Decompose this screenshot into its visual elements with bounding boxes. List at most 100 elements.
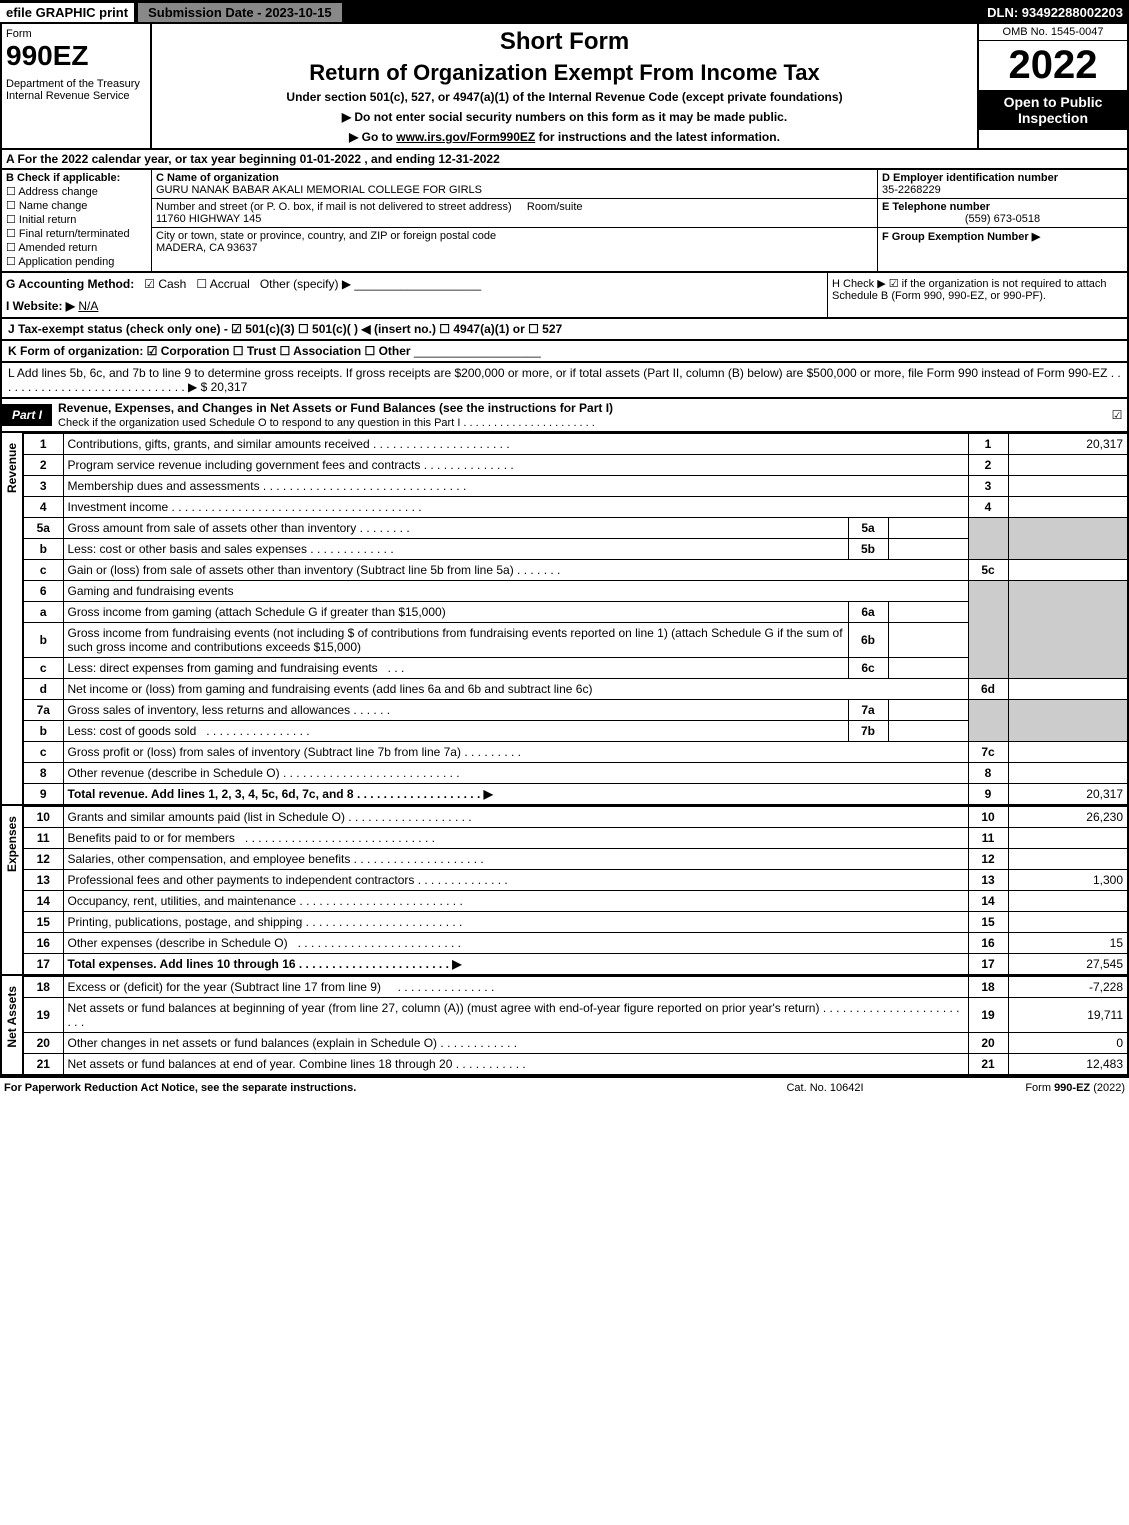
line-21-desc: Net assets or fund balances at end of ye… xyxy=(68,1057,453,1071)
line-5b-desc: Less: cost or other basis and sales expe… xyxy=(68,542,307,556)
line-14-num: 14 xyxy=(23,891,63,912)
part-1-header: Part I Revenue, Expenses, and Changes in… xyxy=(0,399,1129,433)
expenses-table: 10Grants and similar amounts paid (list … xyxy=(22,806,1129,976)
line-12-col: 12 xyxy=(968,849,1008,870)
line-9-num: 9 xyxy=(23,784,63,806)
header-left: Form 990EZ Department of the Treasury In… xyxy=(2,24,152,148)
g-cash[interactable]: Cash xyxy=(144,277,186,291)
net-assets-table: 18Excess or (deficit) for the year (Subt… xyxy=(22,976,1129,1076)
line-15-num: 15 xyxy=(23,912,63,933)
subtitle-2: ▶ Do not enter social security numbers o… xyxy=(160,110,969,124)
line-5a-num: 5a xyxy=(23,518,63,539)
chk-application-pending[interactable]: Application pending xyxy=(6,255,147,268)
line-11-col: 11 xyxy=(968,828,1008,849)
line-4-desc: Investment income xyxy=(68,500,169,514)
line-8-col: 8 xyxy=(968,763,1008,784)
line-4-col: 4 xyxy=(968,497,1008,518)
revenue-section: Revenue 1Contributions, gifts, grants, a… xyxy=(0,433,1129,806)
phone-value: (559) 673-0518 xyxy=(882,213,1123,225)
tax-year: 2022 xyxy=(979,41,1127,90)
org-name: GURU NANAK BABAR AKALI MEMORIAL COLLEGE … xyxy=(156,184,873,196)
header-mid: Short Form Return of Organization Exempt… xyxy=(152,24,977,148)
line-3-num: 3 xyxy=(23,476,63,497)
line-7ab-grey xyxy=(968,700,1008,742)
irs-link[interactable]: www.irs.gov/Form990EZ xyxy=(396,130,535,144)
line-13-num: 13 xyxy=(23,870,63,891)
footer-mid: Cat. No. 10642I xyxy=(725,1082,925,1094)
line-16-col: 16 xyxy=(968,933,1008,954)
line-11-val xyxy=(1008,828,1128,849)
line-6-num: 6 xyxy=(23,581,63,602)
i-label: I Website: ▶ xyxy=(6,299,75,313)
line-7b-desc: Less: cost of goods sold xyxy=(68,724,197,738)
line-21-num: 21 xyxy=(23,1054,63,1076)
line-17-col: 17 xyxy=(968,954,1008,976)
line-19-desc: Net assets or fund balances at beginning… xyxy=(68,1001,820,1015)
line-3-desc: Membership dues and assessments xyxy=(68,479,260,493)
b-label: B Check if applicable: xyxy=(6,172,120,184)
line-12-num: 12 xyxy=(23,849,63,870)
chk-initial-return[interactable]: Initial return xyxy=(6,213,147,226)
short-form-title: Short Form xyxy=(160,28,969,56)
line-5c-col: 5c xyxy=(968,560,1008,581)
part-1-title-text: Revenue, Expenses, and Changes in Net As… xyxy=(58,401,613,415)
line-16-val: 15 xyxy=(1008,933,1128,954)
line-5ab-greyval xyxy=(1008,518,1128,560)
line-4-num: 4 xyxy=(23,497,63,518)
line-15-desc: Printing, publications, postage, and shi… xyxy=(68,915,303,929)
ein-value: 35-2268229 xyxy=(882,184,1123,196)
line-6d-num: d xyxy=(23,679,63,700)
line-5c-desc: Gain or (loss) from sale of assets other… xyxy=(68,563,514,577)
revenue-vert-label: Revenue xyxy=(0,433,22,806)
line-2-num: 2 xyxy=(23,455,63,476)
footer-right: Form 990-EZ (2022) xyxy=(925,1082,1125,1094)
line-5a-desc: Gross amount from sale of assets other t… xyxy=(68,521,357,535)
g-label: G Accounting Method: xyxy=(6,277,134,291)
line-14-desc: Occupancy, rent, utilities, and maintena… xyxy=(68,894,297,908)
line-2-desc: Program service revenue including govern… xyxy=(68,458,421,472)
line-13-desc: Professional fees and other payments to … xyxy=(68,873,415,887)
efile-label: efile GRAPHIC print xyxy=(0,3,134,22)
line-7ab-greyval xyxy=(1008,700,1128,742)
section-h: H Check ▶ ☑ if the organization is not r… xyxy=(827,273,1127,317)
line-17-num: 17 xyxy=(23,954,63,976)
line-6d-col: 6d xyxy=(968,679,1008,700)
chk-address-change[interactable]: Address change xyxy=(6,185,147,198)
net-assets-vert-label: Net Assets xyxy=(0,976,22,1076)
line-5c-val xyxy=(1008,560,1128,581)
line-11-num: 11 xyxy=(23,828,63,849)
net-assets-section: Net Assets 18Excess or (deficit) for the… xyxy=(0,976,1129,1076)
e-label: E Telephone number xyxy=(882,201,1123,213)
g-accrual[interactable]: Accrual xyxy=(196,277,249,291)
line-19-val: 19,711 xyxy=(1008,998,1128,1033)
chk-name-change[interactable]: Name change xyxy=(6,199,147,212)
chk-final-return[interactable]: Final return/terminated xyxy=(6,227,147,240)
line-5b-subval xyxy=(888,539,968,560)
line-7c-val xyxy=(1008,742,1128,763)
line-10-desc: Grants and similar amounts paid (list in… xyxy=(68,810,345,824)
line-8-num: 8 xyxy=(23,763,63,784)
g-other[interactable]: Other (specify) ▶ xyxy=(260,277,351,291)
line-17-val: 27,545 xyxy=(1008,954,1128,976)
line-7c-col: 7c xyxy=(968,742,1008,763)
org-street: 11760 HIGHWAY 145 xyxy=(156,213,873,225)
part-1-schedule-o-check[interactable] xyxy=(1107,408,1127,422)
line-1-col: 1 xyxy=(968,434,1008,455)
line-6b-num: b xyxy=(23,623,63,658)
line-13-val: 1,300 xyxy=(1008,870,1128,891)
line-17-desc: Total expenses. Add lines 10 through 16 … xyxy=(68,957,462,971)
line-21-val: 12,483 xyxy=(1008,1054,1128,1076)
line-19-col: 19 xyxy=(968,998,1008,1033)
line-8-val xyxy=(1008,763,1128,784)
line-7a-num: 7a xyxy=(23,700,63,721)
line-21-col: 21 xyxy=(968,1054,1008,1076)
revenue-vert-text: Revenue xyxy=(5,433,19,503)
open-to-public: Open to Public Inspection xyxy=(979,90,1127,130)
expenses-section: Expenses 10Grants and similar amounts pa… xyxy=(0,806,1129,976)
line-18-num: 18 xyxy=(23,977,63,998)
chk-amended-return[interactable]: Amended return xyxy=(6,241,147,254)
line-9-val: 20,317 xyxy=(1008,784,1128,806)
return-title: Return of Organization Exempt From Incom… xyxy=(160,60,969,86)
part-1-sub: Check if the organization used Schedule … xyxy=(58,417,595,429)
line-14-val xyxy=(1008,891,1128,912)
